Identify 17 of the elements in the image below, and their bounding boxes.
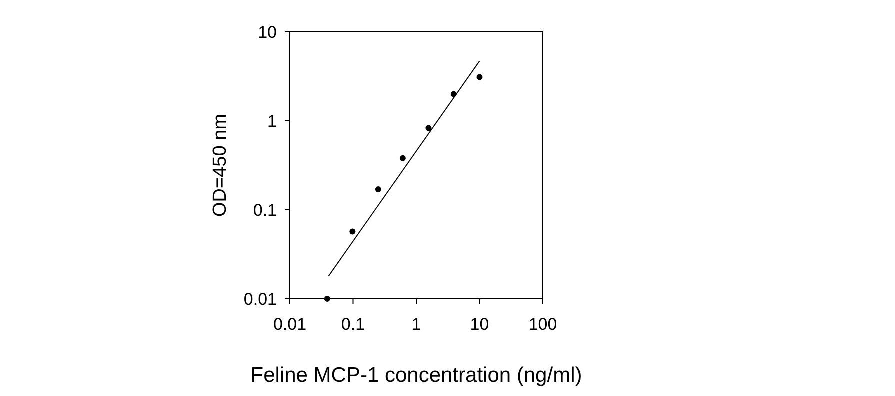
point [375,186,382,192]
y-tick-label: 0.01 [244,290,277,309]
x-tick-label: 1 [412,315,422,334]
y-axis-title: OD=450 nm [210,114,231,217]
point [324,296,330,302]
point [400,155,406,162]
point [426,125,432,132]
x-tick-label: 0.01 [273,315,307,334]
point [476,74,483,80]
x-tick-label: 10 [470,315,490,334]
point [350,228,356,235]
y-tick-label: 0.1 [253,201,277,220]
y-tick-label: 10 [258,23,277,42]
y-tick-label: 1 [268,112,277,131]
x-tick-label: 100 [528,315,558,334]
x-tick-label: 0.1 [341,315,366,334]
x-axis-title: Feline MCP-1 concentration (ng/ml) [250,364,582,387]
